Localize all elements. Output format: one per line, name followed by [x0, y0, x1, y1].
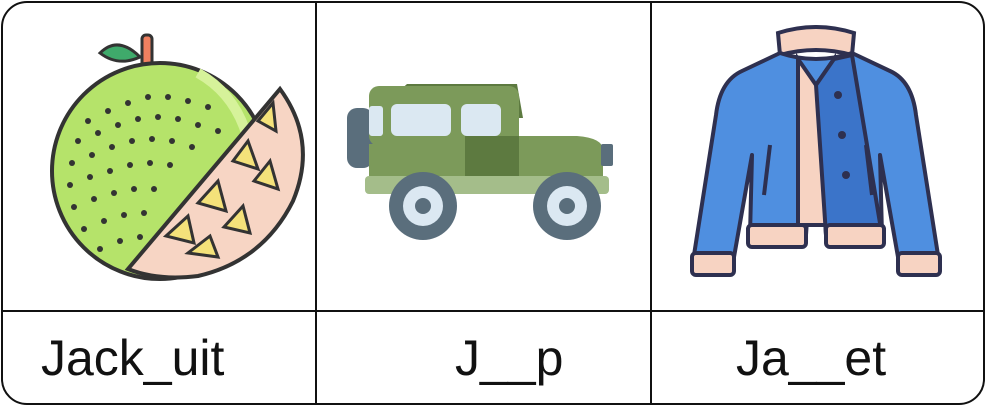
jackfruit-icon [50, 33, 305, 281]
word-label-jeep: J__p [455, 330, 564, 386]
column-divider-2 [650, 3, 652, 403]
column-divider-1 [315, 3, 317, 403]
row-divider [3, 310, 983, 312]
cell-jacket [652, 3, 983, 310]
cell-jackfruit [3, 3, 315, 310]
jeep-icon [347, 84, 613, 240]
jacket-icon [690, 25, 942, 277]
word-label-jackfruit: Jack_uit [41, 330, 225, 386]
cell-jeep [317, 3, 650, 310]
word-label-jacket: Ja__et [736, 330, 887, 386]
